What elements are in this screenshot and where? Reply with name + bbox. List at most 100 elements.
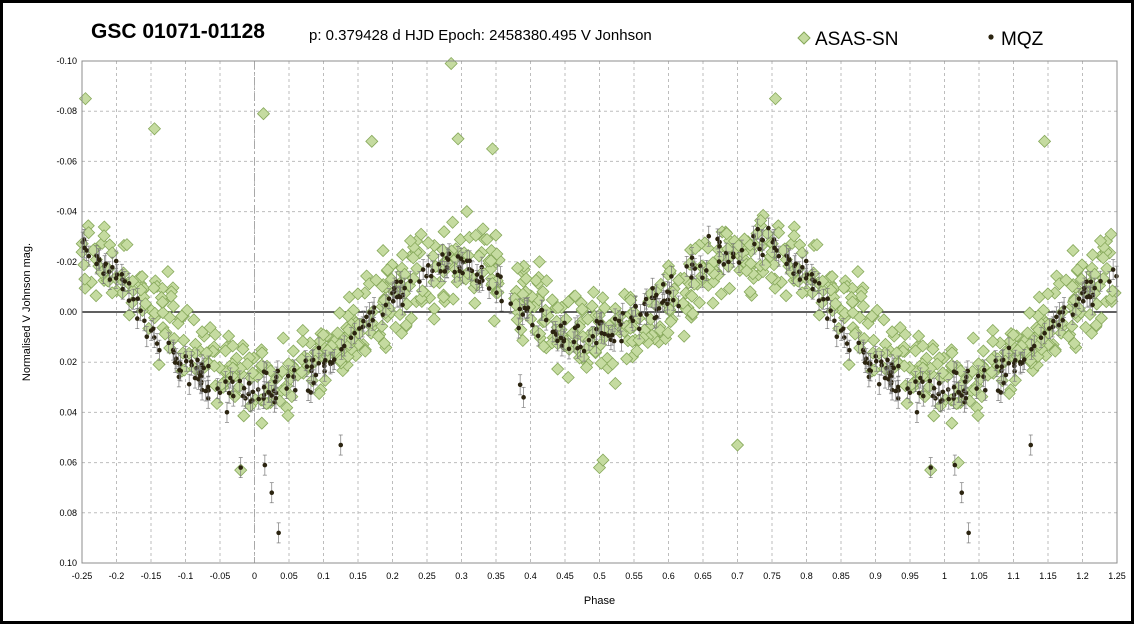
asas-sn-point-542: [1086, 248, 1100, 262]
mqz-point-175: [797, 277, 803, 282]
asas-sn-point-843: [166, 299, 180, 313]
mqz-point-23: [543, 317, 549, 323]
asas-sn-point-870: [282, 357, 296, 371]
asas-sn-point-513: [399, 318, 413, 332]
asas-sn-point-693: [1065, 279, 1079, 293]
mqz-point-312: [660, 282, 666, 287]
mqz-point-385: [1087, 294, 1093, 300]
mqz-point-349: [341, 343, 347, 349]
mqz-point-102: [430, 268, 435, 274]
asas-sn-point-757: [536, 285, 550, 299]
mqz-point-283: [113, 258, 119, 264]
mqz-point-407: [273, 395, 279, 401]
asas-sn-point-749: [688, 242, 702, 256]
x-tick-label-2: -0.15: [141, 571, 162, 581]
mqz-point-384: [397, 294, 403, 300]
mqz-point-280: [400, 302, 405, 308]
mqz-point-164: [566, 346, 572, 352]
mqz-point-400: [428, 273, 434, 279]
mqz-point-260: [914, 410, 920, 415]
mqz-point-334: [126, 298, 132, 303]
mqz-point-103: [866, 374, 872, 380]
asas-sn-point-660: [685, 289, 699, 303]
mqz-point-319: [644, 312, 649, 317]
mqz-point-414: [178, 361, 183, 367]
x-tick-label-5: 0: [252, 571, 257, 581]
asas-sn-point-842: [856, 299, 870, 313]
x-tick-label-8: 0.15: [349, 571, 367, 581]
mqz-point-119: [784, 261, 789, 267]
mqz-point-317: [97, 257, 102, 263]
mqz-point-223: [452, 269, 457, 275]
mqz-point-458: [873, 358, 879, 364]
asas-sn-point-900: [389, 320, 403, 334]
mqz-point-343: [316, 345, 322, 351]
x-tick-label-16: 0.55: [625, 571, 643, 581]
asas-sn-point-812: [561, 370, 575, 385]
mqz-point-387: [166, 340, 172, 346]
legend-label-mqz: MQZ: [1001, 29, 1044, 50]
mqz-point-253: [824, 316, 830, 321]
y-tick-label-1: -0.08: [56, 106, 77, 116]
asas-sn-point-804: [351, 287, 365, 301]
x-tick-label-25: 1: [942, 571, 947, 581]
mqz-point-315: [760, 237, 766, 243]
mqz-point-126: [284, 386, 289, 391]
asas-sn-point-906: [203, 321, 217, 335]
asas-sn-point-805: [1041, 287, 1055, 301]
asas-sn-point-520: [930, 357, 944, 371]
asas-sn-point-926: [768, 92, 783, 106]
mqz-point-114: [698, 263, 703, 269]
mqz-point-249: [246, 391, 251, 397]
mqz-point-314: [138, 308, 143, 314]
asas-sn-point-883: [897, 359, 911, 373]
mqz-point-293: [920, 379, 925, 384]
mqz-point-239: [1076, 296, 1082, 301]
asas-sn-point-664: [971, 408, 985, 423]
mqz-point-16: [945, 387, 951, 392]
mqz-point-87: [1061, 305, 1067, 310]
mqz-point-311: [499, 298, 504, 304]
asas-sn-point-820: [403, 234, 418, 248]
mqz-point-199: [357, 326, 362, 331]
asas-sn-point-889: [450, 275, 464, 289]
mqz-point-224: [402, 285, 407, 291]
mqz-point-204: [594, 318, 600, 324]
asas-sn-point-896: [672, 273, 686, 287]
asas-sn-point-932: [1037, 134, 1052, 148]
asas-sn-point-321: [410, 261, 424, 276]
mqz-point-470: [959, 490, 965, 496]
y-tick-label-6: 0.02: [59, 357, 77, 367]
asas-sn-point-563: [760, 227, 774, 241]
asas-sn-point-928: [147, 122, 162, 136]
mqz-point-281: [1090, 302, 1095, 308]
mqz-point-127: [974, 386, 979, 391]
asas-sn-point-3: [966, 331, 980, 345]
mqz-point-393: [1021, 357, 1027, 362]
mqz-point-84: [721, 262, 727, 267]
mqz-point-286: [726, 259, 731, 265]
mqz-point-459: [183, 358, 189, 364]
mqz-point-50: [954, 370, 959, 376]
mqz-point-452: [1080, 298, 1086, 304]
asas-sn-point-791: [568, 289, 582, 303]
asas-sn-point-905: [893, 321, 907, 335]
asas-sn-point-929: [485, 142, 500, 156]
mqz-point-347: [408, 278, 413, 284]
mqz-point-75: [256, 396, 262, 402]
mqz-point-238: [386, 296, 392, 301]
mqz-point-116: [535, 333, 541, 339]
asas-sn-point-892: [516, 287, 530, 301]
asas-sn-point-884: [207, 359, 221, 373]
mqz-point-273: [172, 360, 178, 365]
asas-sn-point-545: [406, 251, 420, 265]
asas-sn-point-729: [714, 287, 728, 301]
mqz-point-276: [119, 272, 125, 277]
asas-sn-point-125: [237, 409, 251, 423]
mqz-point-63: [142, 318, 147, 324]
x-tick-label-14: 0.45: [556, 571, 574, 581]
asas-sn-point-917: [1002, 386, 1016, 401]
mqz-point-136: [151, 335, 157, 340]
mqz-point-370: [656, 306, 662, 311]
legend-item-asas-sn: ASAS-SN: [797, 29, 898, 50]
